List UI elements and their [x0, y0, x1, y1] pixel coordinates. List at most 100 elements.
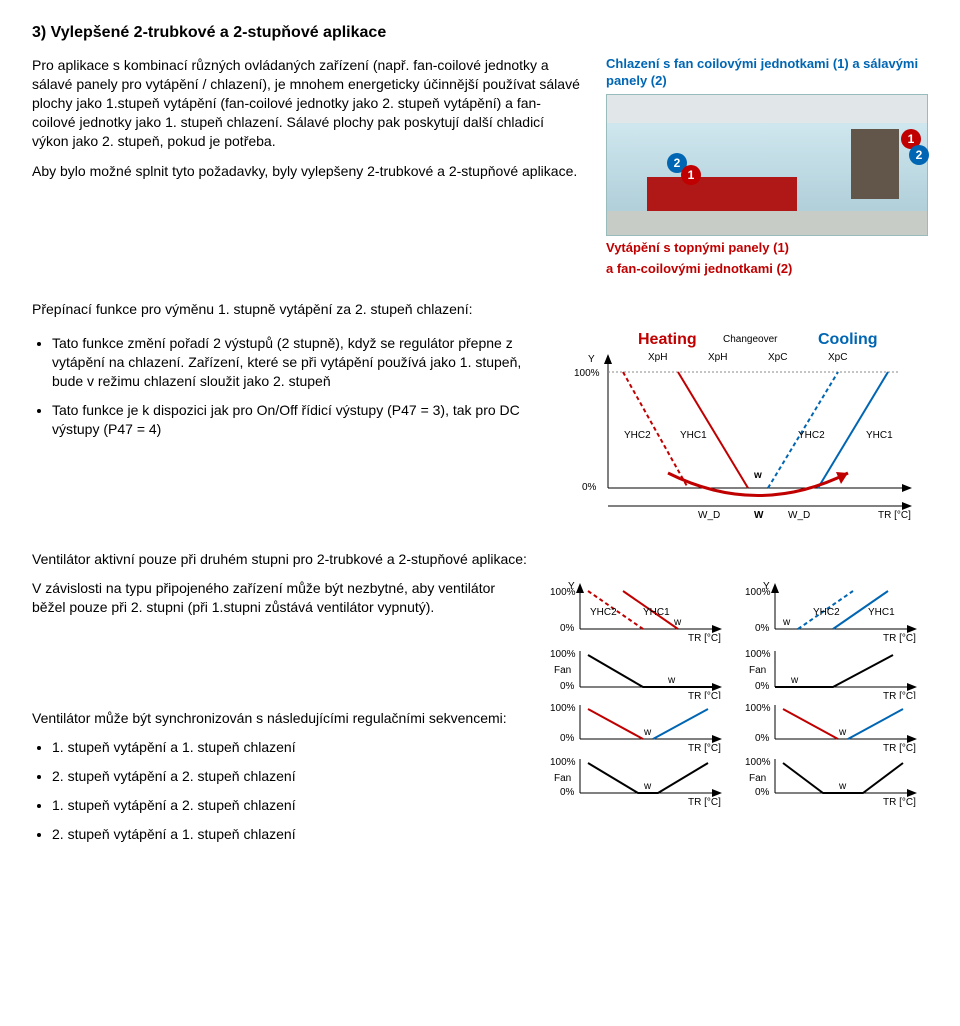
- mh-0: 0%: [560, 623, 575, 634]
- room-caption-bot-1: Vytápění s topnými panely (1): [606, 240, 928, 257]
- fan-sync-svg: 100% 0% w TR [°C] 100% 0% Fan w TR [°C]: [548, 699, 928, 849]
- mini-heat: Y 100% 0% YHC2 YHC1 w TR [°C] 100% 0% Fa…: [550, 581, 722, 699]
- room-figure-col: Chlazení s fan coilovými jednotkami (1) …: [606, 56, 928, 278]
- cooling-label: Cooling: [818, 331, 878, 348]
- mh-ftr: TR [°C]: [688, 691, 721, 699]
- tr-label: TR [°C]: [878, 510, 911, 521]
- mh-f100: 100%: [550, 649, 576, 660]
- switching-bullet-2: Tato funkce je k dispozici jak pro On/Of…: [52, 401, 544, 439]
- sr-100: 100%: [745, 703, 771, 714]
- mini-cool: Y 100% 0% YHC2 YHC1 w TR [°C] 100% 0% Fa…: [745, 581, 917, 699]
- mc-yhc2: YHC2: [813, 607, 840, 618]
- sr-w: w: [838, 727, 847, 738]
- sl-w: w: [643, 727, 652, 738]
- intro-para-1: Pro aplikace s kombinací různých ovládan…: [32, 56, 582, 150]
- fan-active-charts: Y 100% 0% YHC2 YHC1 w TR [°C] 100% 0% Fa…: [548, 579, 928, 699]
- switching-heading: Přepínací funkce pro výměnu 1. stupně vy…: [32, 300, 928, 319]
- mh-yhc1: YHC1: [643, 607, 670, 618]
- changeover-label: Changeover: [723, 334, 778, 345]
- sl-fw: w: [643, 781, 652, 792]
- mc-f100: 100%: [745, 649, 771, 660]
- switching-bullet-1: Tato funkce změní pořadí 2 výstupů (2 st…: [52, 334, 544, 391]
- mh-100: 100%: [550, 587, 576, 598]
- sr-f0: 0%: [755, 787, 770, 798]
- fan-active-text: V závislosti na typu připojeného zařízen…: [32, 579, 524, 699]
- mc-tr: TR [°C]: [883, 633, 916, 644]
- lab-yhc1-c: YHC1: [866, 430, 893, 441]
- y-100: 100%: [574, 368, 600, 379]
- fan-sync-charts: 100% 0% w TR [°C] 100% 0% Fan w TR [°C]: [548, 699, 928, 859]
- room-floor: [607, 211, 927, 235]
- w-bottom: W: [754, 510, 764, 521]
- mc-fan: Fan: [749, 665, 766, 676]
- mc-100: 100%: [745, 587, 771, 598]
- lab-yhc2-h: YHC2: [624, 430, 651, 441]
- switching-row: Tato funkce změní pořadí 2 výstupů (2 st…: [32, 328, 928, 528]
- changeover-chart: Heating Changeover Cooling Y 100% 0% XpH…: [568, 328, 928, 528]
- y-axis-title: Y: [588, 354, 595, 365]
- sl-fan: Fan: [554, 773, 571, 784]
- x-axis-2-arrow: [902, 502, 912, 510]
- intro-para-2: Aby bylo možné splnit tyto požadavky, by…: [32, 162, 582, 181]
- fan-sync-item-4: 2. stupeň vytápění a 1. stupeň chlazení: [52, 825, 524, 844]
- wd-1: W_D: [698, 510, 720, 521]
- sr-0: 0%: [755, 733, 770, 744]
- mc-yhc1: YHC1: [868, 607, 895, 618]
- intro-row: Pro aplikace s kombinací různých ovládan…: [32, 56, 928, 278]
- fan-sync-list: 1. stupeň vytápění a 1. stupeň chlazení …: [32, 738, 524, 844]
- fan-active-para: V závislosti na typu připojeného zařízen…: [32, 579, 524, 617]
- heating-label: Heating: [638, 331, 697, 348]
- mc-0: 0%: [755, 623, 770, 634]
- xph-2: XpH: [708, 352, 727, 363]
- mh-fan: Fan: [554, 665, 571, 676]
- lab-yhc2-c: YHC2: [798, 430, 825, 441]
- sl-100: 100%: [550, 703, 576, 714]
- switching-text: Tato funkce změní pořadí 2 výstupů (2 st…: [32, 328, 544, 528]
- mh-f0: 0%: [560, 681, 575, 692]
- room-caption-top: Chlazení s fan coilovými jednotkami (1) …: [606, 56, 928, 90]
- fan-sync-row: Ventilátor může být synchronizován s nás…: [32, 699, 928, 859]
- y-0: 0%: [582, 482, 597, 493]
- mh-fw: w: [667, 675, 676, 686]
- room-illustration: 2 1 1 2: [606, 94, 928, 236]
- sync-mini-left: 100% 0% w TR [°C] 100% 0% Fan w TR [°C]: [550, 703, 722, 808]
- intro-text-col: Pro aplikace s kombinací různých ovládan…: [32, 56, 582, 278]
- badge-right-lower: 2: [909, 145, 929, 165]
- sl-tr: TR [°C]: [688, 743, 721, 754]
- fan-sync-heading: Ventilátor může být synchronizován s nás…: [32, 709, 524, 728]
- sl-0: 0%: [560, 733, 575, 744]
- fan-sync-item-2: 2. stupeň vytápění a 2. stupeň chlazení: [52, 767, 524, 786]
- lab-yhc1-h: YHC1: [680, 430, 707, 441]
- fan-active-heading: Ventilátor aktivní pouze při druhém stup…: [32, 550, 928, 569]
- xpc-2: XpC: [828, 352, 847, 363]
- room-desk: [647, 177, 797, 211]
- room-caption-bot-2: a fan-coilovými jednotkami (2): [606, 261, 928, 278]
- fan-active-row: V závislosti na typu připojeného zařízen…: [32, 579, 928, 699]
- mc-f0: 0%: [755, 681, 770, 692]
- mh-tr: TR [°C]: [688, 633, 721, 644]
- fan-sync-item-3: 1. stupeň vytápění a 2. stupeň chlazení: [52, 796, 524, 815]
- xpc-1: XpC: [768, 352, 787, 363]
- y-axis-arrow: [604, 354, 612, 364]
- switching-bullets: Tato funkce změní pořadí 2 výstupů (2 st…: [32, 334, 544, 438]
- sr-fw: w: [838, 781, 847, 792]
- badge-left-inner: 1: [681, 165, 701, 185]
- wd-2: W_D: [788, 510, 810, 521]
- sl-ftr: TR [°C]: [688, 797, 721, 808]
- sl-f0: 0%: [560, 787, 575, 798]
- sl-f100: 100%: [550, 757, 576, 768]
- section-title: 3) Vylepšené 2-trubkové a 2-stupňové apl…: [32, 24, 928, 42]
- x-axis-arrow: [902, 484, 912, 492]
- sr-f100: 100%: [745, 757, 771, 768]
- sr-tr: TR [°C]: [883, 743, 916, 754]
- w-center: w: [753, 470, 762, 481]
- sr-ftr: TR [°C]: [883, 797, 916, 808]
- mc-ftr: TR [°C]: [883, 691, 916, 699]
- mc-fw: w: [790, 675, 799, 686]
- fan-active-svg: Y 100% 0% YHC2 YHC1 w TR [°C] 100% 0% Fa…: [548, 579, 928, 699]
- changeover-chart-col: Heating Changeover Cooling Y 100% 0% XpH…: [568, 328, 928, 528]
- fan-sync-text: Ventilátor může být synchronizován s nás…: [32, 699, 524, 859]
- mh-w: w: [673, 617, 682, 628]
- mh-yhc2: YHC2: [590, 607, 617, 618]
- sync-mini-right: 100% 0% w TR [°C] 100% 0% Fan w TR [°C]: [745, 703, 917, 808]
